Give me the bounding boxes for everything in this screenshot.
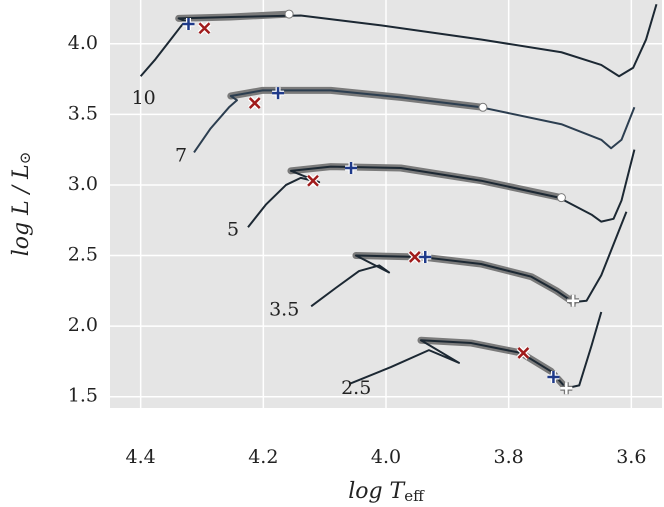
marker-plus: [560, 382, 573, 395]
x-axis-title-sub: eff: [404, 487, 425, 505]
x-tick-label: 3.6: [616, 446, 646, 468]
track-line: [348, 311, 603, 390]
marker-shape: [248, 97, 261, 109]
track-label: 5: [227, 218, 239, 240]
y-tick-label: 3.0: [68, 173, 98, 195]
marker-circle: [284, 9, 294, 19]
marker-plus: [547, 370, 560, 383]
marker-cross: [516, 346, 531, 360]
marker-shape: [345, 162, 358, 174]
x-tick-label: 4.2: [248, 446, 278, 468]
marker-shape: [408, 251, 421, 263]
y-axis-title: log L / L⊙: [9, 152, 34, 257]
marker-cross: [247, 96, 262, 110]
marker-shape: [556, 193, 566, 203]
track-label: 10: [132, 87, 156, 109]
marker-shape: [517, 347, 530, 359]
marker-circle: [478, 102, 488, 112]
marker-plus: [182, 18, 195, 30]
marker-shape: [567, 294, 580, 307]
marker-plus: [345, 162, 358, 174]
y-tick-label: 1.5: [68, 385, 98, 407]
grid: [110, 0, 662, 408]
y-axis-title-sub: ⊙: [16, 152, 34, 165]
x-tick-label: 4.4: [126, 446, 156, 468]
marker-plus: [419, 250, 432, 263]
y-tick-label: 3.5: [68, 102, 98, 124]
marker-cross: [306, 173, 320, 188]
marker-shape: [284, 9, 294, 19]
marker-cross: [408, 250, 422, 264]
marker-shape: [419, 250, 432, 263]
marker-shape: [547, 370, 560, 383]
marker-shape: [182, 18, 195, 30]
track-line: [247, 149, 636, 228]
track-line: [310, 211, 628, 308]
x-tick-label: 3.8: [494, 446, 524, 468]
marker-circle: [556, 193, 566, 203]
marker-plus: [272, 87, 285, 100]
marks: [139, 3, 658, 395]
marker-shape: [307, 174, 319, 187]
marker-cross: [197, 21, 212, 36]
track-line: [193, 89, 636, 154]
marker-shape: [272, 87, 285, 100]
track-line: [139, 3, 658, 78]
track-label: 3.5: [269, 298, 299, 320]
x-tick-label: 4.0: [371, 446, 401, 468]
x-axis-title: log Teff: [348, 479, 425, 505]
y-tick-label: 2.0: [68, 314, 98, 336]
marker-shape: [198, 22, 211, 35]
y-axis-title-main: log L / L: [9, 164, 34, 256]
marker-shape: [560, 382, 573, 395]
track-label: 7: [175, 144, 187, 166]
x-axis-title-main: log T: [348, 479, 406, 504]
marker-shape: [478, 102, 488, 112]
track-label: 2.5: [341, 377, 371, 399]
y-tick-label: 4.0: [68, 32, 98, 54]
y-tick-label: 2.5: [68, 244, 98, 266]
marker-plus: [567, 294, 580, 307]
